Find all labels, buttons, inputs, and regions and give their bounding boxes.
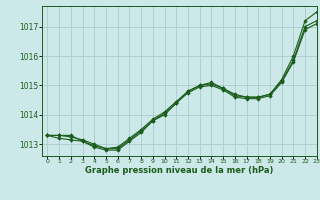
X-axis label: Graphe pression niveau de la mer (hPa): Graphe pression niveau de la mer (hPa) xyxy=(85,166,273,175)
